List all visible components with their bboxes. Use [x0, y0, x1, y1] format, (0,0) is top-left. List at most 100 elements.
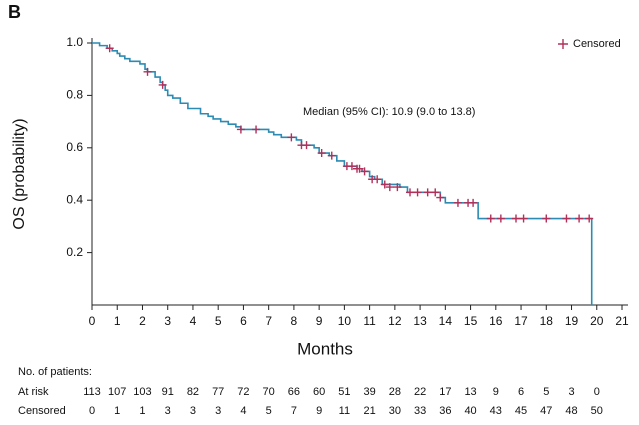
censored-mark: [542, 214, 551, 223]
risk-value: 72: [237, 386, 249, 398]
risk-value: 47: [540, 405, 552, 417]
risk-value: 6: [518, 386, 524, 398]
censored-mark: [519, 214, 528, 223]
risk-value: 11: [339, 405, 350, 417]
risk-value: 3: [165, 405, 171, 417]
censored-mark: [423, 188, 432, 197]
x-tick-label: 7: [265, 314, 272, 328]
x-tick-label: 17: [514, 314, 528, 328]
x-tick-label: 18: [540, 314, 554, 328]
y-axis-label: OS (probability): [11, 118, 28, 229]
censored-mark: [158, 80, 167, 89]
censored-mark: [585, 214, 594, 223]
risk-value: 60: [313, 386, 325, 398]
x-tick-label: 9: [316, 314, 323, 328]
x-tick-label: 10: [338, 314, 352, 328]
risk-value: 70: [263, 386, 275, 398]
risk-value: 103: [133, 386, 151, 398]
survival-curve: [92, 42, 593, 305]
risk-value: 1: [139, 405, 145, 417]
risk-value: 21: [363, 405, 375, 417]
risk-value: 82: [187, 386, 199, 398]
risk-value: 17: [439, 386, 451, 398]
risk-value: 40: [464, 405, 476, 417]
censored-mark: [469, 198, 478, 207]
x-tick-label: 14: [439, 314, 453, 328]
panel-label: B: [8, 2, 21, 22]
censored-mark: [105, 44, 114, 53]
x-axis-label: Months: [297, 339, 353, 358]
censored-mark: [236, 125, 245, 134]
x-tick-label: 11: [363, 314, 376, 328]
risk-value: 50: [591, 405, 603, 417]
risk-value: 13: [464, 386, 476, 398]
risk-row-label: At risk: [18, 386, 49, 398]
x-tick-label: 16: [489, 314, 503, 328]
risk-value: 36: [439, 405, 451, 417]
censored-mark: [317, 149, 326, 158]
risk-value: 9: [316, 405, 322, 417]
x-tick-label: 6: [240, 314, 247, 328]
censored-mark: [406, 188, 414, 197]
risk-value: 107: [108, 386, 126, 398]
risk-value: 3: [190, 405, 196, 417]
risk-value: 113: [83, 386, 101, 398]
censored-mark: [496, 214, 505, 223]
risk-value: 30: [389, 405, 401, 417]
y-tick-label: 0.4: [66, 192, 83, 206]
y-tick-label: 0.8: [66, 88, 83, 102]
risk-value: 43: [490, 405, 502, 417]
x-tick-label: 21: [615, 314, 629, 328]
censored-mark: [380, 180, 389, 189]
censored-mark: [327, 151, 336, 160]
censored-mark: [453, 198, 462, 207]
x-tick-label: 4: [190, 314, 197, 328]
risk-value: 3: [215, 405, 221, 417]
risk-value: 4: [240, 405, 246, 417]
censored-mark: [486, 214, 495, 223]
annotation: Median (95% CI): 10.9 (9.0 to 13.8): [303, 106, 475, 118]
risk-value: 91: [162, 386, 174, 398]
censored-mark: [360, 167, 369, 176]
risk-value: 1: [114, 405, 120, 417]
censored-mark: [436, 193, 445, 202]
censored-mark: [373, 175, 382, 184]
legend-marker: [558, 39, 568, 49]
censored-mark: [143, 67, 152, 76]
risk-value: 22: [414, 386, 426, 398]
x-tick-label: 2: [139, 314, 146, 328]
risk-value: 33: [414, 405, 426, 417]
x-tick-label: 13: [413, 314, 427, 328]
y-tick-label: 1.0: [66, 35, 83, 49]
legend-label: Censored: [573, 38, 621, 50]
y-tick-label: 0.6: [66, 140, 83, 154]
risk-value: 39: [363, 386, 375, 398]
x-tick-label: 19: [565, 314, 579, 328]
risk-value: 5: [543, 386, 549, 398]
risk-value: 7: [291, 405, 297, 417]
censored-mark: [302, 141, 311, 150]
censored-mark: [393, 183, 402, 192]
risk-value: 0: [89, 405, 95, 417]
risk-value: 9: [493, 386, 499, 398]
censored-mark: [413, 188, 422, 197]
x-tick-label: 3: [164, 314, 171, 328]
x-tick-label: 12: [388, 314, 402, 328]
censored-mark: [347, 162, 356, 171]
x-tick-label: 15: [464, 314, 478, 328]
risk-value: 3: [568, 386, 574, 398]
x-tick-label: 5: [215, 314, 222, 328]
censored-mark: [512, 214, 520, 223]
x-tick-label: 20: [590, 314, 604, 328]
risk-value: 48: [565, 405, 577, 417]
risk-value: 51: [338, 386, 350, 398]
censored-mark: [385, 183, 394, 192]
x-tick-label: 1: [114, 314, 121, 328]
censored-mark: [287, 133, 296, 142]
y-tick-label: 0.2: [66, 245, 83, 259]
censored-mark: [252, 125, 261, 134]
risk-value: 77: [212, 386, 224, 398]
x-tick-label: 0: [89, 314, 96, 328]
censored-mark: [355, 164, 364, 173]
risk-value: 66: [288, 386, 300, 398]
